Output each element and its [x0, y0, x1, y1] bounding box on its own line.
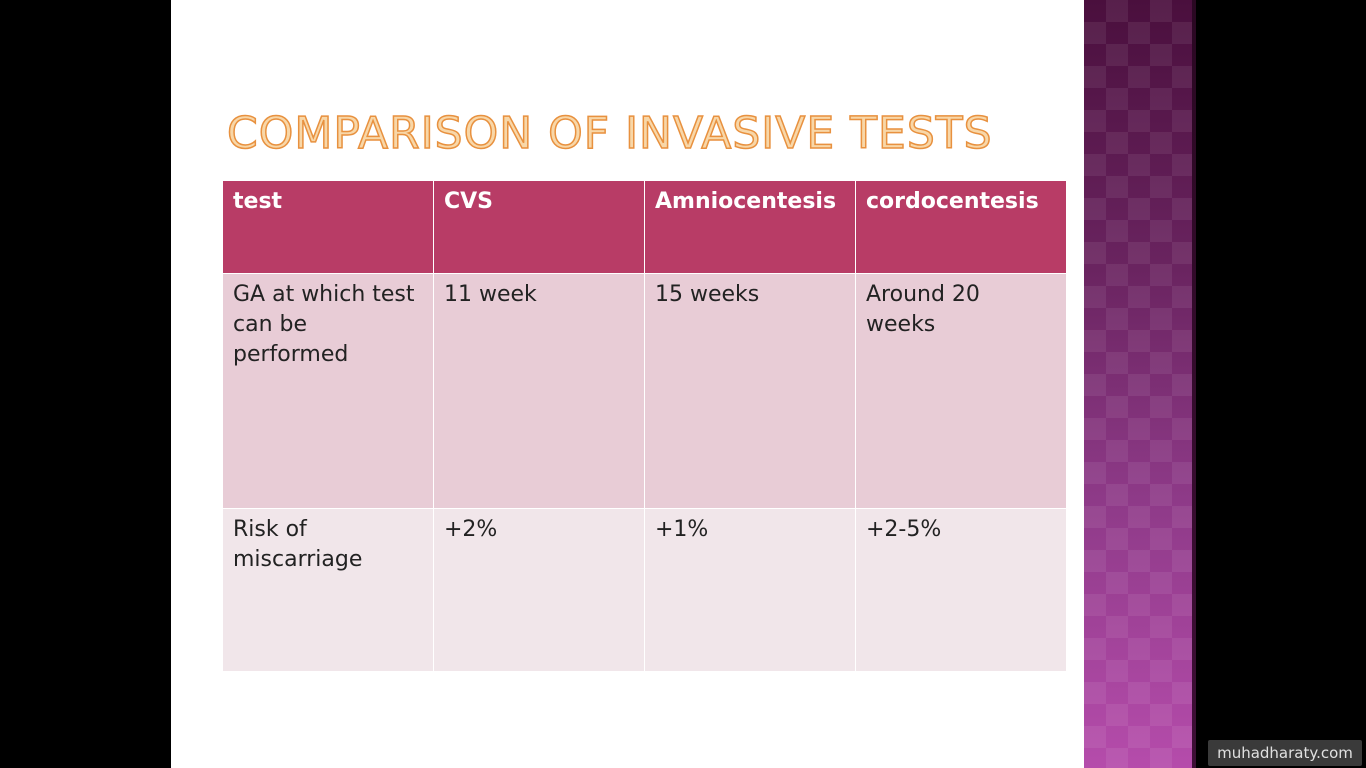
header-cell-cvs: CVS — [433, 180, 645, 274]
decorative-sidebar — [1084, 0, 1196, 768]
slide: Comparison of invasive tests test CVS Am… — [171, 0, 1196, 768]
table-cell: +1% — [644, 508, 856, 672]
header-cell-amniocentesis: Amniocentesis — [644, 180, 856, 274]
table-cell: +2-5% — [855, 508, 1067, 672]
comparison-table: test CVS Amniocentesis cordocentesis GA … — [222, 180, 1067, 672]
table-cell: GA at which test can be performed — [222, 273, 434, 509]
table-cell: Risk of miscarriage — [222, 508, 434, 672]
header-cell-test: test — [222, 180, 434, 274]
table-cell: 15 weeks — [644, 273, 856, 509]
header-cell-cordocentesis: cordocentesis — [855, 180, 1067, 274]
table-header-row: test CVS Amniocentesis cordocentesis — [222, 180, 1067, 274]
watermark: muhadharaty.com — [1208, 740, 1362, 766]
table-cell: 11 week — [433, 273, 645, 509]
slide-title: Comparison of invasive tests — [226, 107, 993, 160]
table-cell: +2% — [433, 508, 645, 672]
table-row: GA at which test can be performed 11 wee… — [222, 273, 1067, 509]
comparison-table-container: test CVS Amniocentesis cordocentesis GA … — [222, 180, 1067, 672]
table-cell: Around 20 weeks — [855, 273, 1067, 509]
sidebar-edge — [1192, 0, 1196, 768]
table-row: Risk of miscarriage +2% +1% +2-5% — [222, 508, 1067, 672]
